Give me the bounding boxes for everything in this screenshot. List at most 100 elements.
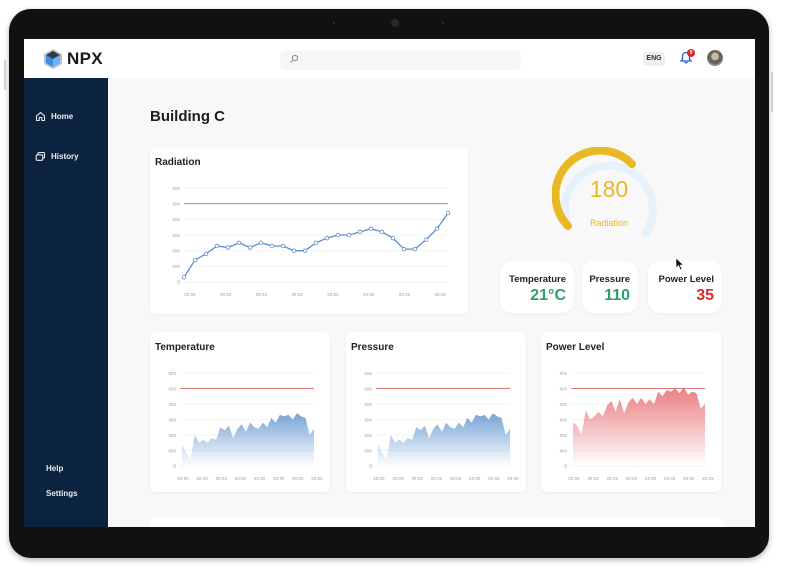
svg-text:xx:xx: xx:xx — [607, 476, 619, 482]
power-level-area-chart: 0 xxx xxx xxx xxx xxx xxx xx:xx xx:xx xx:xx xx:xx x… — [560, 371, 715, 482]
radiation-chart-card: Radiation 0 xxx xxx xxx xxx xxx xxx xx:xx xx:xx x… — [150, 147, 468, 314]
svg-text:0: 0 — [173, 464, 176, 470]
svg-text:xxx: xxx — [169, 386, 177, 392]
svg-text:xx:xx: xx:xx — [469, 476, 481, 482]
pressure-area-chart: 0 xxx xxx xxx xxx xxx xxx xx:xx xx:xx xx:xx xx:xx x… — [365, 371, 520, 482]
sidebar-item-home[interactable]: Home — [35, 111, 73, 122]
stat-label: Temperature — [509, 274, 566, 285]
camera — [391, 19, 399, 27]
device-side-button — [4, 60, 6, 90]
svg-text:xxx: xxx — [365, 448, 373, 454]
svg-text:xx:xx: xx:xx — [507, 476, 519, 482]
svg-text:xx:xx: xx:xx — [435, 292, 447, 298]
language-button[interactable]: ENG — [643, 52, 665, 66]
notification-badge: 9 — [687, 49, 695, 57]
search-icon — [290, 54, 299, 63]
svg-text:xxx: xxx — [560, 417, 568, 423]
svg-text:xxx: xxx — [365, 417, 373, 423]
sensor-dot — [442, 22, 444, 24]
svg-text:xx:xx: xx:xx — [702, 476, 714, 482]
chart-title: Power Level — [546, 342, 605, 353]
svg-text:0: 0 — [564, 464, 567, 470]
stat-value: 21°C — [530, 287, 566, 304]
svg-text:xx:xx: xx:xx — [399, 292, 411, 298]
svg-text:xx:xx: xx:xx — [292, 476, 304, 482]
svg-text:xxx: xxx — [169, 402, 177, 408]
svg-text:xx:xx: xx:xx — [568, 476, 580, 482]
svg-text:xx:xx: xx:xx — [177, 476, 189, 482]
power-level-chart-card: Power Level 0 xxx xxx xxx xxx xxx xxx xx:xx xx:x… — [541, 332, 721, 492]
svg-text:xx:xx: xx:xx — [292, 292, 304, 298]
svg-text:xxx: xxx — [173, 248, 181, 254]
svg-text:xx:xx: xx:xx — [645, 476, 657, 482]
device-side-button — [771, 72, 773, 112]
chart-title: Pressure — [351, 342, 394, 353]
svg-text:xx:xx: xx:xx — [392, 476, 404, 482]
stat-card-pressure[interactable]: Pressure 110 — [582, 261, 638, 313]
top-bar: NPX ENG 9 — [24, 39, 755, 78]
svg-text:xxx: xxx — [173, 186, 181, 192]
sidebar-item-settings[interactable]: Settings — [46, 489, 78, 498]
radiation-line-chart: 0 xxx xxx xxx xxx xxx xxx xx:xx xx:xx xx:xx xx:xx x… — [173, 186, 451, 298]
gauge-label: Radiation — [589, 218, 629, 228]
svg-text:xx:xx: xx:xx — [683, 476, 695, 482]
screen: NPX ENG 9 Home History — [24, 39, 755, 527]
sidebar-item-label: Home — [51, 112, 74, 121]
svg-text:xxx: xxx — [560, 371, 568, 377]
search-input[interactable] — [281, 51, 520, 68]
svg-text:xxx: xxx — [173, 201, 181, 207]
temperature-chart-card: Temperature 0 xxx xxx xxx xxx xxx xxx xx:xx xx:x… — [150, 332, 330, 492]
svg-text:xx:xx: xx:xx — [311, 476, 323, 482]
sidebar: Home History Help Settings — [24, 78, 108, 527]
svg-text:xx:xx: xx:xx — [216, 476, 228, 482]
svg-text:xx:xx: xx:xx — [196, 476, 208, 482]
svg-text:xx:xx: xx:xx — [587, 476, 599, 482]
svg-text:xx:xx: xx:xx — [363, 292, 375, 298]
stat-label: Power Level — [658, 274, 714, 285]
svg-text:xx:xx: xx:xx — [327, 292, 339, 298]
svg-text:xx:xx: xx:xx — [488, 476, 500, 482]
chart-title: Temperature — [155, 342, 215, 353]
sidebar-item-label: History — [51, 152, 79, 161]
history-icon — [35, 151, 46, 161]
logo-text: NPX — [67, 49, 103, 68]
svg-text:xx:xx: xx:xx — [412, 476, 424, 482]
svg-text:0: 0 — [369, 464, 372, 470]
svg-text:xx:xx: xx:xx — [450, 476, 462, 482]
chart-title: Radiation — [155, 157, 201, 168]
mouse-cursor-icon — [675, 257, 685, 271]
stat-card-temperature[interactable]: Temperature 21°C — [500, 261, 574, 313]
svg-text:xxx: xxx — [560, 433, 568, 439]
svg-text:xx:xx: xx:xx — [273, 476, 285, 482]
gauge-fill — [552, 147, 636, 230]
gauge-value: 180 — [589, 176, 629, 202]
svg-text:xxx: xxx — [169, 448, 177, 454]
svg-text:xx:xx: xx:xx — [220, 292, 232, 298]
radiation-gauge — [552, 147, 657, 237]
svg-text:xxx: xxx — [169, 371, 177, 377]
svg-text:xx:xx: xx:xx — [431, 476, 443, 482]
stat-value: 110 — [604, 287, 630, 304]
pressure-chart-card: Pressure 0 xxx xxx xxx xxx xxx xxx xx:xx xx:xx xx… — [346, 332, 526, 492]
svg-text:xxx: xxx — [169, 433, 177, 439]
sidebar-item-history[interactable]: History — [35, 151, 79, 162]
svg-text:xxx: xxx — [560, 402, 568, 408]
svg-text:xxx: xxx — [169, 417, 177, 423]
avatar[interactable] — [707, 50, 723, 66]
svg-text:xx:xx: xx:xx — [235, 476, 247, 482]
svg-text:xx:xx: xx:xx — [626, 476, 638, 482]
temperature-area-chart: 0 xxx xxx xxx xxx xxx xxx xx:xx xx:xx xx:xx xx:xx x… — [169, 371, 324, 482]
svg-text:xxx: xxx — [173, 264, 181, 270]
stat-card-power-level[interactable]: Power Level 35 — [648, 261, 722, 313]
stat-value: 35 — [696, 287, 714, 304]
svg-text:xxx: xxx — [173, 217, 181, 223]
sidebar-item-help[interactable]: Help — [46, 464, 64, 473]
home-icon — [35, 111, 46, 122]
svg-text:xx:xx: xx:xx — [373, 476, 385, 482]
svg-text:xx:xx: xx:xx — [254, 476, 266, 482]
cube-logo-icon — [44, 49, 62, 69]
gauge-track — [560, 161, 657, 237]
svg-text:xxx: xxx — [365, 433, 373, 439]
page-title: Building C — [150, 108, 225, 125]
logo[interactable]: NPX — [43, 48, 103, 70]
